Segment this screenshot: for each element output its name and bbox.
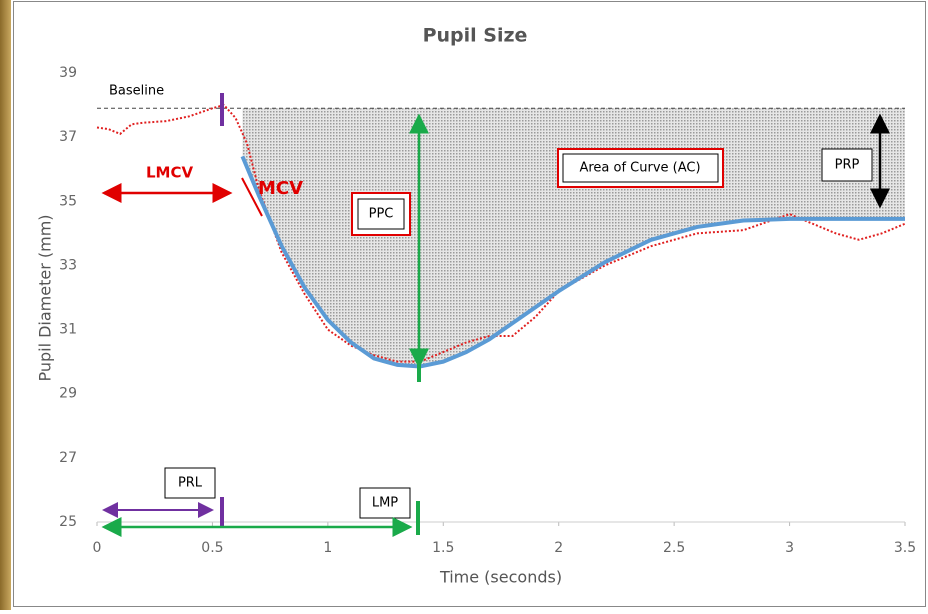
annotation: PRL bbox=[178, 476, 203, 491]
x-tick-label: 3 bbox=[785, 540, 794, 556]
y-tick-label: 37 bbox=[59, 129, 77, 145]
chart-title: Pupil Size bbox=[423, 25, 528, 47]
y-tick-label: 31 bbox=[59, 322, 77, 338]
y-tick-label: 25 bbox=[59, 514, 77, 530]
y-tick-label: 27 bbox=[59, 450, 77, 466]
y-axis-label: Pupil Diameter (mm) bbox=[36, 214, 55, 381]
x-tick-label: 2 bbox=[554, 540, 563, 556]
x-tick-label: 0 bbox=[93, 540, 102, 556]
y-tick-label: 33 bbox=[59, 257, 77, 273]
y-tick-label: 29 bbox=[59, 386, 77, 402]
x-tick-label: 0.5 bbox=[201, 540, 223, 556]
y-tick-label: 39 bbox=[59, 65, 77, 81]
annotation: Area of Curve (AC) bbox=[579, 161, 700, 176]
x-tick-label: 2.5 bbox=[663, 540, 685, 556]
x-tick-label: 1 bbox=[323, 540, 332, 556]
y-tick-label: 35 bbox=[59, 193, 77, 209]
annotation: Baseline bbox=[109, 84, 164, 99]
annotation: PRP bbox=[835, 158, 860, 173]
side-strip bbox=[0, 0, 11, 610]
x-tick-label: 3.5 bbox=[894, 540, 916, 556]
annotation: LMP bbox=[372, 496, 398, 511]
x-tick-label: 1.5 bbox=[432, 540, 454, 556]
annotation: MCV bbox=[258, 178, 303, 199]
chart: 25 27 29 31 33 35 37 39 0 0.5 1 1.5 2 2.5 3 3.5 Pupil S… bbox=[0, 0, 928, 610]
page: {"chart_data": {"type": "line", "title":… bbox=[0, 0, 928, 610]
x-axis-label: Time (seconds) bbox=[439, 568, 562, 587]
annotation: LMCV bbox=[146, 164, 193, 182]
annotation: PPC bbox=[369, 207, 394, 222]
